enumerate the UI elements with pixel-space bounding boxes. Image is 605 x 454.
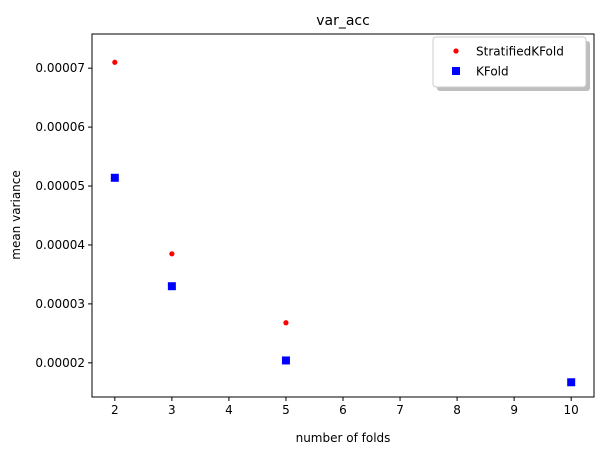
y-tick-label: 0.00002	[35, 356, 85, 370]
x-tick-label: 8	[453, 403, 461, 417]
y-tick-label: 0.00006	[35, 120, 85, 134]
legend-marker-stratifiedkfold	[453, 48, 459, 54]
legend-label-kfold: KFold	[476, 65, 509, 79]
y-tick-label: 0.00005	[35, 179, 85, 193]
plot-area	[92, 34, 594, 397]
x-axis-label: number of folds	[296, 431, 391, 445]
x-ticks: 2 3 4 5 6 7 8 9 10	[111, 397, 579, 417]
y-tick-label: 0.00003	[35, 297, 85, 311]
point-kfold	[567, 378, 576, 387]
legend-marker-kfold	[452, 67, 460, 75]
legend-label-stratifiedkfold: StratifiedKFold	[476, 45, 564, 59]
point-kfold	[110, 173, 119, 182]
point-stratifiedkfold	[169, 251, 175, 257]
chart-title: var_acc	[316, 13, 370, 29]
x-tick-label: 9	[510, 403, 518, 417]
x-tick-label: 5	[282, 403, 290, 417]
point-stratifiedkfold	[283, 320, 289, 326]
y-ticks: 0.00002 0.00003 0.00004 0.00005 0.00006 0.000…	[35, 61, 92, 370]
y-tick-label: 0.00007	[35, 61, 85, 75]
x-tick-label: 2	[111, 403, 119, 417]
legend-box	[432, 36, 587, 88]
x-tick-label: 4	[225, 403, 233, 417]
x-tick-label: 10	[564, 403, 579, 417]
y-tick-label: 0.00004	[35, 238, 85, 252]
x-tick-label: 3	[168, 403, 176, 417]
data-points	[110, 59, 576, 387]
x-tick-label: 6	[339, 403, 347, 417]
y-axis-label: mean variance	[9, 170, 23, 260]
legend: StratifiedKFold KFold	[432, 36, 590, 91]
point-kfold	[167, 282, 176, 291]
x-tick-label: 7	[396, 403, 404, 417]
point-kfold	[281, 356, 290, 365]
point-stratifiedkfold	[112, 59, 118, 65]
plot-frame	[91, 33, 595, 398]
